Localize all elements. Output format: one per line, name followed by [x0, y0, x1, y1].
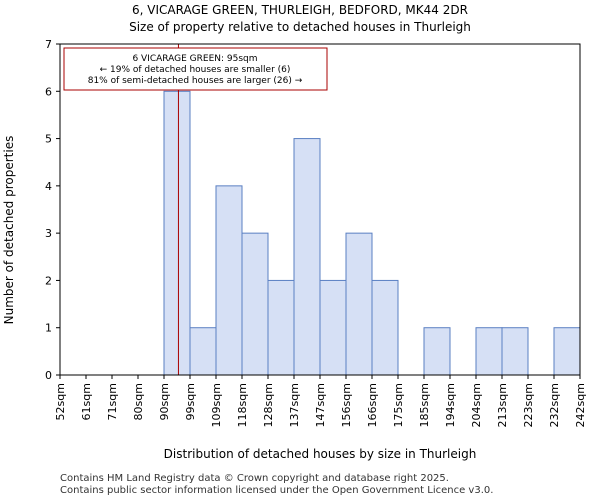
- x-tick-label: 137sqm: [288, 383, 301, 427]
- histogram-bar: [293, 138, 321, 376]
- y-tick-label: 2: [45, 274, 52, 287]
- y-tick-label: 4: [45, 180, 52, 193]
- histogram-bar: [189, 327, 217, 376]
- x-tick-label: 166sqm: [366, 383, 379, 427]
- y-tick-label: 1: [45, 322, 52, 335]
- y-tick-label: 7: [45, 38, 52, 51]
- x-tick-label: 90sqm: [158, 383, 171, 420]
- y-tick-label: 6: [45, 85, 52, 98]
- x-tick-label: 213sqm: [496, 383, 509, 427]
- x-tick-label: 80sqm: [132, 383, 145, 420]
- histogram-bar: [215, 185, 243, 376]
- annotation-line3: 81% of semi-detached houses are larger (…: [88, 76, 303, 86]
- annotation-line1: 6 VICARAGE GREEN: 95sqm: [132, 54, 257, 64]
- histogram-bar: [423, 327, 451, 376]
- chart-title-line2: Size of property relative to detached ho…: [129, 20, 471, 34]
- x-tick-label: 147sqm: [314, 383, 327, 427]
- x-tick-label: 52sqm: [54, 383, 67, 420]
- x-tick-label: 99sqm: [184, 383, 197, 420]
- x-tick-label: 71sqm: [106, 383, 119, 420]
- histogram-bar: [241, 232, 269, 376]
- x-tick-label: 61sqm: [80, 383, 93, 420]
- histogram-bar: [319, 279, 347, 376]
- histogram-bar: [553, 327, 581, 376]
- histogram-bar: [501, 327, 529, 376]
- x-tick-label: 128sqm: [262, 383, 275, 427]
- chart-title-line1: 6, VICARAGE GREEN, THURLEIGH, BEDFORD, M…: [132, 3, 468, 17]
- x-tick-label: 232sqm: [548, 383, 561, 427]
- x-tick-label: 242sqm: [574, 383, 587, 427]
- y-tick-label: 5: [45, 133, 52, 146]
- x-tick-label: 109sqm: [210, 383, 223, 427]
- footer-line2: Contains public sector information licen…: [60, 485, 494, 496]
- annotation-line2: ← 19% of detached houses are smaller (6): [100, 65, 291, 75]
- y-tick-label: 3: [45, 227, 52, 240]
- x-tick-label: 175sqm: [392, 383, 405, 427]
- x-axis-label: Distribution of detached houses by size …: [164, 447, 477, 461]
- x-tick-label: 223sqm: [522, 383, 535, 427]
- y-axis-label: Number of detached properties: [2, 136, 16, 325]
- x-tick-label: 204sqm: [470, 383, 483, 427]
- histogram-bar: [267, 279, 295, 376]
- x-tick-label: 118sqm: [236, 383, 249, 427]
- histogram-bar: [345, 232, 373, 376]
- histogram-bar: [371, 279, 399, 376]
- y-tick-label: 0: [45, 369, 52, 382]
- annotation-box: 6 VICARAGE GREEN: 95sqm ← 19% of detache…: [63, 47, 328, 91]
- histogram-bar: [475, 327, 503, 376]
- x-tick-label: 185sqm: [418, 383, 431, 427]
- footer-line1: Contains HM Land Registry data © Crown c…: [60, 473, 449, 484]
- histogram-bar: [163, 90, 191, 376]
- x-tick-label: 194sqm: [444, 383, 457, 427]
- x-tick-label: 156sqm: [340, 383, 353, 427]
